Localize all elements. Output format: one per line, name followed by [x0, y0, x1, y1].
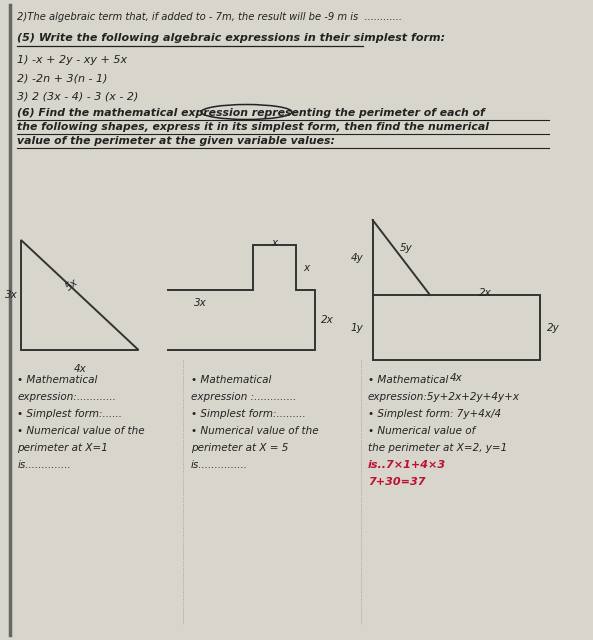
Text: • Mathematical: • Mathematical — [368, 375, 448, 385]
Text: expression :.............: expression :............. — [191, 392, 296, 402]
Text: • Mathematical: • Mathematical — [191, 375, 272, 385]
Text: 5y: 5y — [400, 243, 413, 253]
Text: 2y: 2y — [547, 323, 559, 333]
Text: 2)The algebraic term that, if added to - 7m, the result will be -9 m is  .......: 2)The algebraic term that, if added to -… — [17, 12, 402, 22]
Text: • Simplest form:......: • Simplest form:...... — [17, 409, 122, 419]
Text: • Mathematical: • Mathematical — [17, 375, 98, 385]
Text: is..7×1+4×3: is..7×1+4×3 — [368, 460, 446, 470]
Text: 3x: 3x — [195, 298, 207, 308]
Text: 1y: 1y — [350, 323, 363, 333]
Text: • Simplest form: 7y+4x/4: • Simplest form: 7y+4x/4 — [368, 409, 501, 419]
Text: expression:............: expression:............ — [17, 392, 116, 402]
Text: (6) Find the mathematical expression representing the perimeter of each of: (6) Find the mathematical expression rep… — [17, 108, 485, 118]
Text: 2x: 2x — [479, 288, 492, 298]
Text: x: x — [303, 262, 309, 273]
Text: 3) 2 (3x - 4) - 3 (x - 2): 3) 2 (3x - 4) - 3 (x - 2) — [17, 91, 139, 101]
Text: the following shapes, express it in its simplest form, then find the numerical: the following shapes, express it in its … — [17, 122, 489, 132]
Text: is..............: is.............. — [17, 460, 71, 470]
Text: 5x: 5x — [64, 277, 80, 293]
Text: the perimeter at X=2, y=1: the perimeter at X=2, y=1 — [368, 443, 507, 453]
Text: 4x: 4x — [450, 373, 463, 383]
Text: 3x: 3x — [5, 290, 18, 300]
Text: (5) Write the following algebraic expressions in their simplest form:: (5) Write the following algebraic expres… — [17, 33, 445, 43]
Text: perimeter at X = 5: perimeter at X = 5 — [191, 443, 288, 453]
Text: expression:5y+2x+2y+4y+x: expression:5y+2x+2y+4y+x — [368, 392, 520, 402]
Text: 7+30=37: 7+30=37 — [368, 477, 425, 487]
Text: • Numerical value of the: • Numerical value of the — [191, 426, 318, 436]
Text: value of the perimeter at the given variable values:: value of the perimeter at the given vari… — [17, 136, 335, 146]
Text: 1) -x + 2y - xy + 5x: 1) -x + 2y - xy + 5x — [17, 55, 127, 65]
Text: • Numerical value of the: • Numerical value of the — [17, 426, 145, 436]
Text: x: x — [272, 238, 278, 248]
Text: 2) -2n + 3(n - 1): 2) -2n + 3(n - 1) — [17, 73, 108, 83]
Text: 4x: 4x — [74, 364, 86, 374]
Text: • Numerical value of: • Numerical value of — [368, 426, 475, 436]
Text: 2x: 2x — [321, 315, 334, 325]
Text: 4y: 4y — [350, 253, 363, 262]
Text: • Simplest form:.........: • Simplest form:......... — [191, 409, 306, 419]
Text: is...............: is............... — [191, 460, 248, 470]
Text: perimeter at X=1: perimeter at X=1 — [17, 443, 108, 453]
